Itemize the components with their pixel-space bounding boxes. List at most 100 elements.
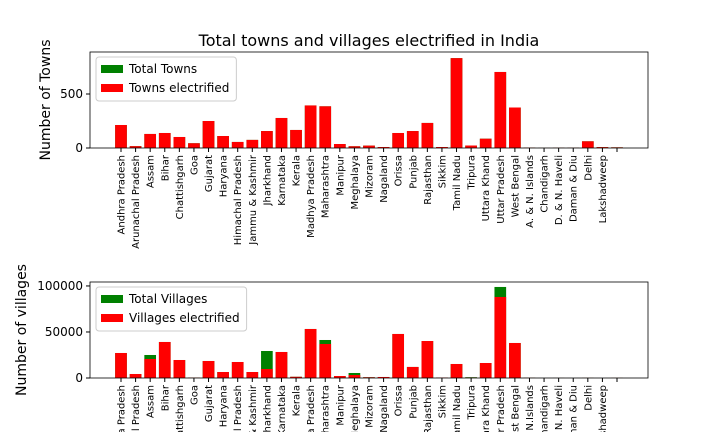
bar (596, 147, 609, 148)
x-tick-label: Bihar (160, 154, 171, 181)
bar (304, 328, 317, 378)
bar (173, 136, 186, 148)
bar (377, 147, 390, 148)
x-tick-label: Arunachal Pradesh (131, 155, 142, 249)
axes-frame (89, 51, 649, 149)
x-tick-label: Madhya Pradesh (306, 385, 317, 432)
chart-title: Total towns and villages electrified in … (198, 31, 540, 50)
bar (319, 106, 332, 148)
bar (392, 333, 405, 378)
bar (231, 141, 244, 148)
x-tick-label: Uttar Pradesh (496, 155, 507, 224)
x-tick-label: Sikkim (437, 155, 448, 188)
x-tick-label: Haryana (219, 155, 230, 197)
legend-label: Total Towns (128, 62, 197, 76)
bar (581, 141, 594, 148)
x-tick-label: D. & N. Haveli (554, 385, 565, 432)
bar (217, 136, 229, 148)
legend-swatch (101, 314, 123, 322)
legend: Total Villages Villages electrified (95, 286, 248, 332)
x-tick-label: Assam (146, 385, 157, 418)
x-tick-label: Manipur (335, 154, 346, 196)
axes-frame (89, 281, 649, 379)
x-tick-label: Lakshadweep (598, 155, 609, 223)
y-tick-label: 100000 (37, 279, 83, 293)
x-tick-label: Maharashtra (321, 155, 332, 218)
x-tick-label: Nagaland (379, 385, 390, 432)
bar (509, 107, 521, 148)
x-tick-label: Himachal Pradesh (233, 155, 244, 245)
x-tick-label: Goa (189, 385, 200, 405)
bar (158, 132, 171, 148)
x-tick-label: Kerala (292, 155, 303, 186)
x-tick-label: Himachal Pradesh (233, 385, 244, 432)
x-tick-label: Jharkhand (262, 155, 273, 206)
bar (158, 341, 171, 378)
bar (290, 376, 302, 378)
x-tick-label: West Bengal (510, 385, 521, 432)
bar (421, 340, 434, 378)
bar (421, 122, 434, 148)
x-tick-label: Rajasthan (423, 385, 434, 432)
bar (348, 374, 361, 378)
x-tick-label: D. & N. Haveli (554, 155, 565, 225)
bar (275, 351, 288, 378)
bar (450, 363, 463, 378)
x-tick-label: Chandigarh (540, 385, 551, 432)
x-tick-label: A. & N. Islands (525, 155, 536, 228)
legend-label: Villages electrified (129, 311, 240, 325)
bar (494, 71, 507, 148)
x-tick-label: Assam (146, 155, 157, 188)
bar (246, 139, 259, 148)
x-tick-label: Tamil Nadu (452, 155, 463, 211)
x-tick-label: Jammu & Kashmir (248, 384, 259, 432)
bar (231, 361, 244, 378)
x-tick-label: Madhya Pradesh (306, 155, 317, 238)
bar (333, 144, 346, 148)
legend-frame (95, 56, 237, 102)
bar (494, 296, 507, 378)
x-tick-label: Bihar (160, 384, 171, 411)
x-tick-label: West Bengal (510, 155, 521, 217)
x-tick-label: Tripura (467, 155, 478, 190)
bar (348, 146, 361, 148)
bar (377, 376, 390, 378)
subplot: Total towns and villages electrified in … (38, 31, 649, 249)
bar (304, 105, 317, 148)
bar (261, 350, 273, 378)
x-tick-label: Nagaland (379, 155, 390, 203)
bar (261, 368, 273, 378)
x-tick-label: Haryana (219, 385, 230, 427)
x-tick-label: Tripura (467, 385, 478, 420)
bar (217, 371, 229, 378)
x-tick-label: Lakshadweep (598, 385, 609, 432)
bar (479, 362, 492, 378)
bar (436, 147, 448, 148)
y-tick-label: 50000 (45, 325, 83, 339)
y-tick-label: 500 (60, 87, 83, 101)
x-tick-label: Arunachal Pradesh (131, 385, 142, 432)
x-tick-label: Meghalaya (350, 155, 361, 210)
bar (275, 117, 288, 148)
x-tick-label: Gujarat (204, 385, 215, 422)
bar (406, 131, 419, 148)
x-tick-label: Kerala (292, 385, 303, 416)
x-tick-label: Chattishgarh (175, 155, 186, 219)
x-tick-label: Karnataka (277, 385, 288, 432)
bar (465, 145, 477, 148)
x-tick-label: Daman & Diu (569, 385, 580, 432)
bar (115, 352, 127, 378)
bar (509, 342, 521, 378)
bar (406, 366, 419, 378)
bar (129, 146, 142, 148)
x-tick-label: Andhra Pradesh (117, 155, 128, 234)
x-tick-label: Orissa (394, 155, 405, 186)
bar (173, 359, 186, 378)
x-tick-label: Jammu & Kashmir (248, 154, 259, 246)
x-tick-label: Delhi (583, 385, 594, 411)
x-tick-label: Uttar Pradesh (496, 385, 507, 432)
bar (363, 145, 375, 148)
bar (319, 343, 332, 378)
